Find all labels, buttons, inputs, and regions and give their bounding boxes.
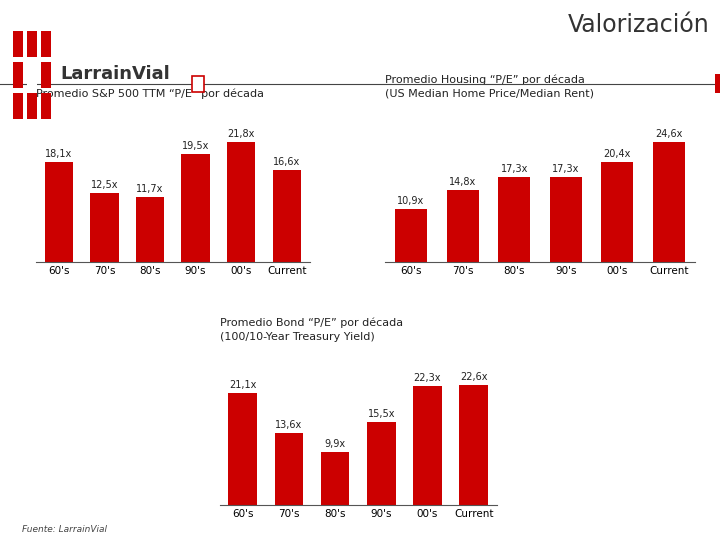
- Bar: [446, 190, 479, 262]
- Text: 19,5x: 19,5x: [182, 141, 210, 151]
- Bar: [136, 198, 164, 262]
- Bar: [45, 162, 73, 262]
- Bar: [653, 141, 685, 262]
- Text: 20,4x: 20,4x: [603, 149, 631, 159]
- Bar: [395, 208, 427, 262]
- Text: 9,9x: 9,9x: [325, 439, 346, 449]
- Bar: [459, 384, 488, 505]
- Text: 24,6x: 24,6x: [655, 129, 683, 139]
- Bar: [550, 177, 582, 262]
- Text: 16,6x: 16,6x: [273, 157, 300, 167]
- Text: LarrainVial: LarrainVial: [60, 65, 171, 83]
- Text: 14,8x: 14,8x: [449, 177, 476, 186]
- Bar: [181, 154, 210, 262]
- Text: Promedio Bond “P/E” por década
(100/10-Year Treasury Yield): Promedio Bond “P/E” por década (100/10-Y…: [220, 318, 402, 342]
- Text: Promedio Housing “P/E” por década
(US Median Home Price/Median Rent): Promedio Housing “P/E” por década (US Me…: [385, 75, 594, 99]
- Bar: [273, 170, 301, 262]
- Text: 11,7x: 11,7x: [136, 184, 163, 194]
- Text: 15,5x: 15,5x: [367, 409, 395, 420]
- Text: Promedio S&P 500 TTM “P/E” por década: Promedio S&P 500 TTM “P/E” por década: [36, 89, 264, 99]
- Bar: [498, 177, 530, 262]
- Bar: [90, 193, 119, 262]
- Text: 10,9x: 10,9x: [397, 195, 425, 206]
- Text: 17,3x: 17,3x: [552, 164, 580, 174]
- Bar: [367, 422, 395, 505]
- Text: 22,3x: 22,3x: [414, 373, 441, 383]
- Bar: [274, 433, 303, 505]
- Text: 18,1x: 18,1x: [45, 149, 73, 159]
- Text: 21,8x: 21,8x: [228, 129, 255, 139]
- Bar: [227, 141, 256, 262]
- Text: 21,1x: 21,1x: [229, 380, 256, 390]
- Bar: [321, 452, 349, 505]
- Bar: [413, 386, 442, 505]
- Bar: [228, 393, 257, 505]
- Text: Fuente: LarrainVial: Fuente: LarrainVial: [22, 524, 107, 534]
- Bar: [601, 162, 634, 262]
- Text: 17,3x: 17,3x: [500, 164, 528, 174]
- Text: 13,6x: 13,6x: [275, 420, 302, 429]
- Text: 22,6x: 22,6x: [460, 372, 487, 382]
- Text: Valorización: Valorización: [567, 14, 709, 37]
- Text: 12,5x: 12,5x: [91, 180, 118, 190]
